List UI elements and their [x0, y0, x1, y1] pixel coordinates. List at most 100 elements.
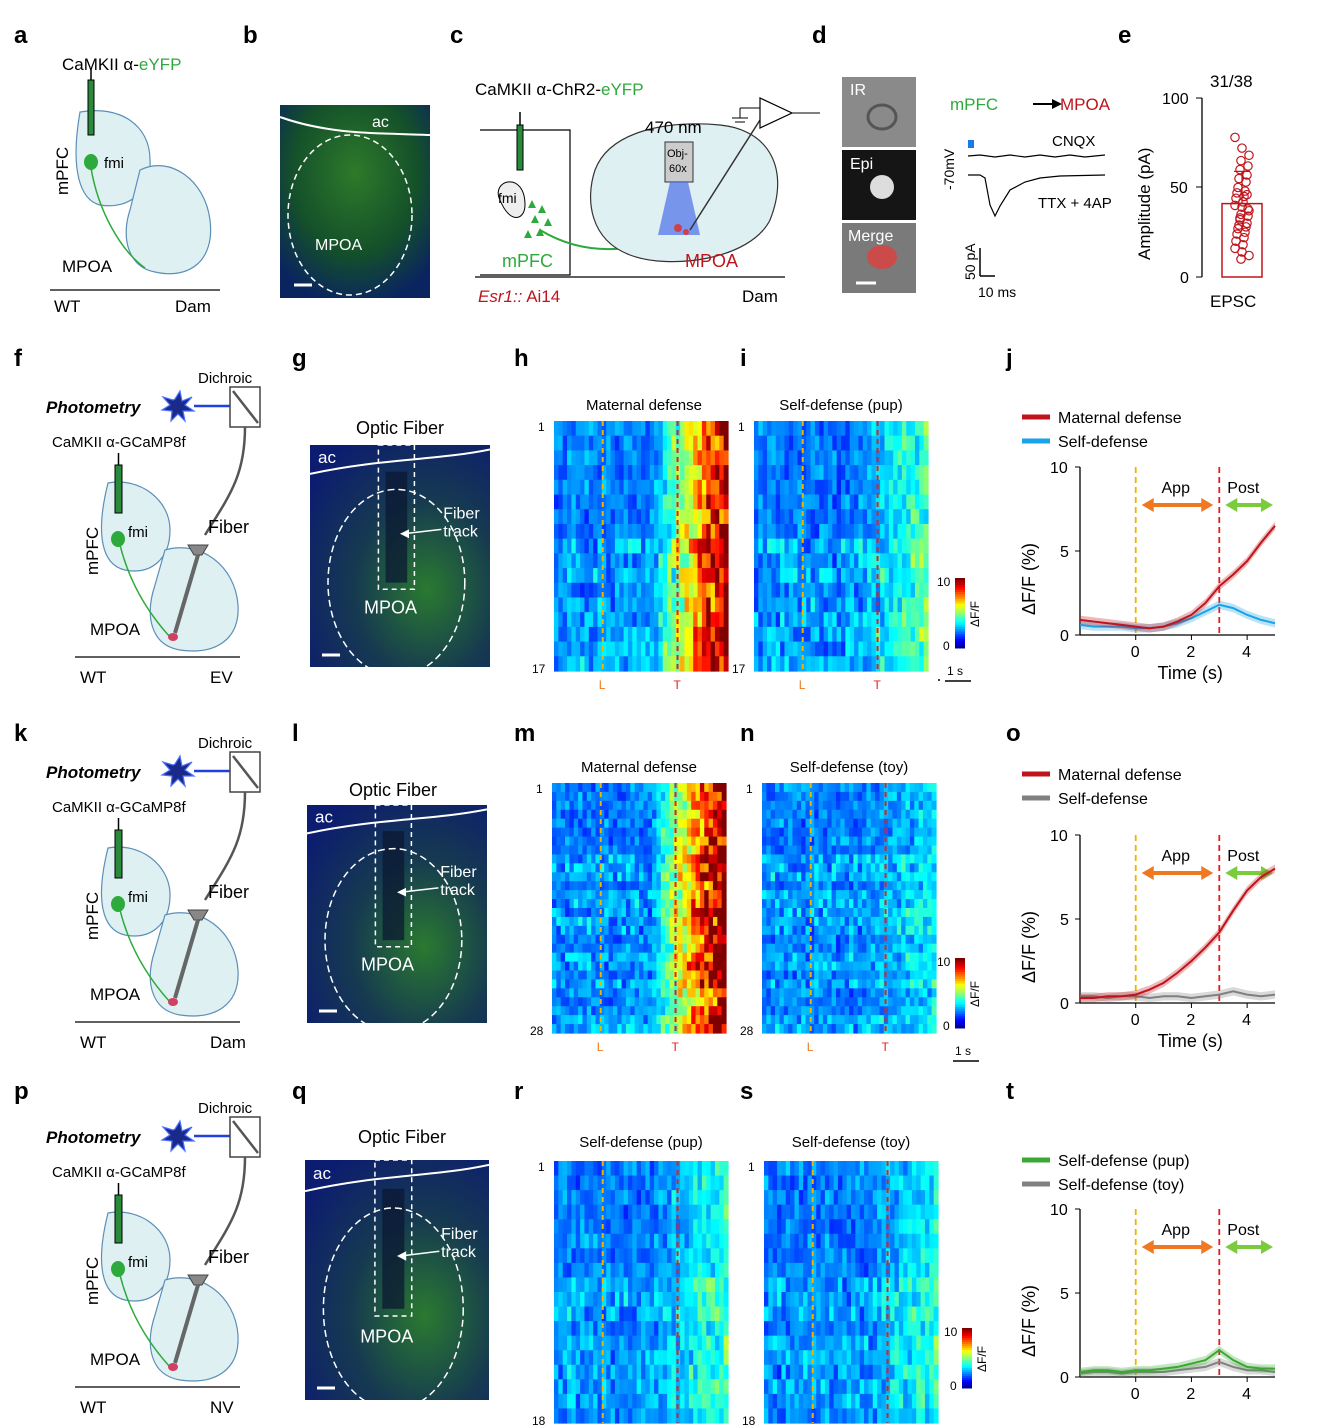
- heatmap-cell: [851, 1219, 856, 1235]
- heatmap-cell: [554, 597, 559, 613]
- heatmap-cell: [777, 1277, 782, 1293]
- heatmap-cell: [849, 872, 854, 882]
- heatmap-cell: [783, 881, 789, 891]
- heatmap-cell: [780, 641, 786, 657]
- heatmap-cell: [593, 450, 599, 466]
- heatmap-cell: [880, 494, 886, 510]
- heatmap-cell: [844, 800, 850, 811]
- heatmap-cell: [580, 1408, 586, 1424]
- heatmap-cell: [597, 1350, 603, 1366]
- heatmap-cell: [584, 656, 590, 672]
- heatmap-cell: [601, 1190, 607, 1206]
- heatmap-cell: [884, 494, 890, 510]
- heatmap-cell: [823, 479, 829, 496]
- heatmap-cell: [580, 1364, 586, 1380]
- heatmap-cell: [580, 626, 586, 643]
- heatmap-cell: [922, 863, 928, 873]
- heatmap-cell: [879, 943, 885, 954]
- heatmap-cell: [654, 1379, 659, 1395]
- heatmap-cell: [647, 836, 653, 847]
- heatmap-cell: [723, 1393, 729, 1410]
- heatmap-cell: [680, 1321, 686, 1337]
- heatmap-cell: [916, 1161, 922, 1177]
- heatmap-cell: [617, 845, 623, 856]
- heatmap-cell: [840, 890, 846, 900]
- heatmap-cell: [842, 1233, 848, 1249]
- heatmap-cell: [649, 553, 655, 569]
- heatmap-cell: [597, 553, 603, 569]
- heatmap-cell: [554, 1219, 559, 1235]
- heatmap-cell: [796, 916, 802, 927]
- heatmap-cell: [682, 881, 688, 891]
- heatmap-cell: [695, 925, 701, 936]
- heatmap-cell: [810, 656, 816, 672]
- heatmap-cell: [665, 961, 671, 972]
- heatmap-cell: [649, 1233, 655, 1249]
- heatmap-cell: [862, 800, 867, 811]
- heatmap-cell: [662, 568, 668, 584]
- fiber-track: [382, 831, 405, 941]
- heatmap-cell: [814, 818, 820, 829]
- heatmap-cell: [617, 800, 623, 811]
- heatmap-cell: [867, 612, 873, 628]
- heatmap-cell: [701, 538, 707, 554]
- heatmap-cell: [890, 1292, 896, 1308]
- heatmap-cell: [582, 916, 588, 927]
- heatmap-cell: [632, 597, 638, 613]
- heatmap-cell: [697, 1292, 703, 1308]
- heatmap-cell: [796, 872, 802, 882]
- heatmap-cell: [586, 791, 592, 802]
- heatmap-cell: [858, 479, 864, 496]
- heatmap-cell: [814, 538, 820, 554]
- heatmap-cell: [712, 943, 718, 954]
- heatmap-cell: [639, 952, 644, 963]
- dichroic-mirror: [232, 390, 259, 424]
- heatmap-cell: [901, 479, 907, 496]
- heatmap-cell: [621, 988, 627, 998]
- heatmap-cell: [688, 641, 694, 657]
- heatmap-cell: [814, 997, 820, 1007]
- mpoa-label: MPOA: [90, 620, 141, 639]
- heatmap-cell: [853, 872, 859, 882]
- heatmap-cell: [571, 1161, 577, 1177]
- heatmap-cell: [879, 791, 885, 802]
- heatmap-cell: [586, 952, 592, 963]
- heatmap-cell: [840, 934, 846, 945]
- heatmap-cell: [610, 1248, 616, 1264]
- heatmap-cell: [584, 1219, 590, 1235]
- heatmap-cell: [684, 1233, 690, 1249]
- heatmap-cell: [909, 1015, 915, 1025]
- heatmap-cell: [597, 1393, 603, 1410]
- heatmap-cell: [867, 494, 873, 510]
- heatmap-cell: [701, 1408, 707, 1424]
- heatmap-cell: [599, 1015, 605, 1025]
- heatmap-cell: [558, 612, 564, 628]
- heatmap-cell: [793, 641, 799, 657]
- heatmap-cell: [578, 863, 584, 873]
- heatmap-cell: [809, 872, 815, 882]
- heatmap-cell: [684, 626, 690, 643]
- heatmap-cell: [823, 641, 829, 657]
- heatmap-cell: [649, 538, 655, 554]
- heatmap-cell: [862, 845, 867, 856]
- heatmap-cell: [801, 1015, 807, 1025]
- heatmap-cell: [636, 641, 642, 657]
- heatmap-cell: [686, 783, 692, 793]
- heatmap-cell: [584, 1233, 590, 1249]
- heatmap-cell: [805, 899, 811, 909]
- holding-label: -70mV: [941, 148, 957, 190]
- heatmap-cell: [699, 916, 705, 927]
- heatmap-cell: [701, 421, 707, 437]
- heatmap-cell: [827, 641, 833, 657]
- heatmap-cell: [772, 1219, 778, 1235]
- heatmap-cell: [905, 890, 911, 900]
- heatmap-cell: [645, 1248, 651, 1264]
- heatmap-cell: [768, 1190, 774, 1206]
- heatmap-cell: [862, 952, 867, 963]
- data-point: [1236, 254, 1246, 264]
- heatmap-cell: [858, 523, 864, 540]
- heatmap-cell: [556, 863, 562, 873]
- heatmap-cell: [614, 1219, 620, 1235]
- mpoa-outline: [322, 1207, 464, 1400]
